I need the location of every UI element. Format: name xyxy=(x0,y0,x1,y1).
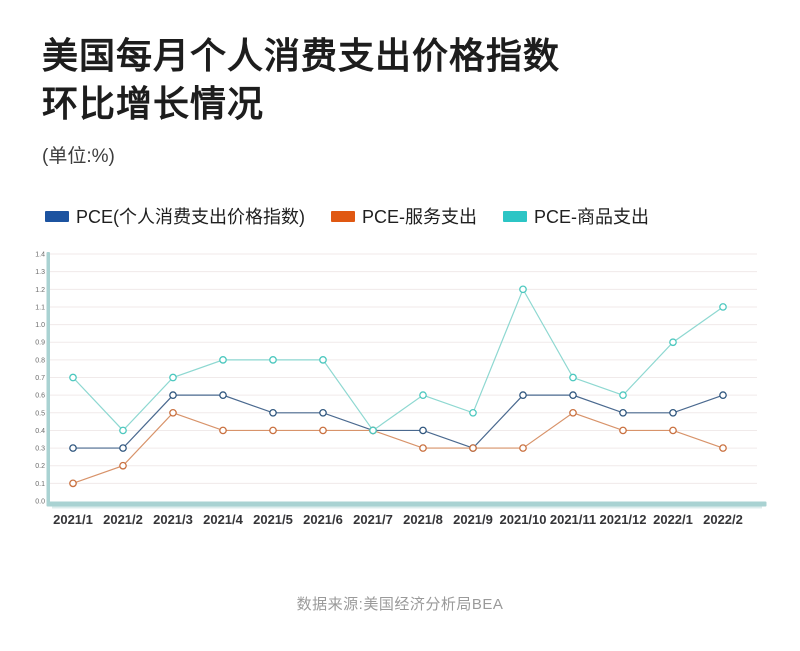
legend-item-pce-services: PCE-服务支出 xyxy=(331,203,477,229)
unit-label: (单位:%) xyxy=(42,146,115,167)
svg-text:2021/7: 2021/7 xyxy=(353,512,393,527)
chart-area: 0.0 0.1 0.2 0.3 0.4 0.5 0.6 0.7 0.8 0.9 1.0 1.1 1.2 1… xyxy=(30,248,770,538)
svg-text:2021/12: 2021/12 xyxy=(600,512,647,527)
data-source-caption: 数据来源:美国经济分析局BEA xyxy=(296,596,504,613)
svg-text:2022/2: 2022/2 xyxy=(703,512,743,527)
svg-text:0.9: 0.9 xyxy=(35,340,45,347)
svg-text:0.6: 0.6 xyxy=(35,393,45,400)
svg-text:2021/2: 2021/2 xyxy=(103,512,143,527)
svg-text:2021/1: 2021/1 xyxy=(53,512,93,527)
svg-text:2021/3: 2021/3 xyxy=(153,512,193,527)
pce-line-chart: 0.0 0.1 0.2 0.3 0.4 0.5 0.6 0.7 0.8 0.9 1.0 1.1 1.2 1… xyxy=(35,252,767,527)
svg-text:0.1: 0.1 xyxy=(35,481,45,488)
legend-swatch-pce-services xyxy=(331,210,355,222)
svg-text:2021/11: 2021/11 xyxy=(550,512,596,527)
chart-legend: PCE(个人消费支出价格指数) PCE-服务支出 PCE-商品支出 xyxy=(45,203,649,229)
legend-label-pce: PCE(个人消费支出价格指数) xyxy=(76,207,305,227)
svg-text:1.2: 1.2 xyxy=(35,287,45,294)
page-title-line1: 美国每月个人消费支出价格指数 xyxy=(42,35,561,76)
svg-text:2021/9: 2021/9 xyxy=(453,512,493,527)
svg-text:2021/5: 2021/5 xyxy=(253,512,293,527)
svg-text:2021/4: 2021/4 xyxy=(203,512,244,527)
svg-text:2021/6: 2021/6 xyxy=(303,512,343,527)
page-title-line2: 环比增长情况 xyxy=(42,82,265,124)
svg-text:1.3: 1.3 xyxy=(35,269,45,276)
svg-text:0.2: 0.2 xyxy=(35,463,45,470)
page-title: 美国每月个人消费支出价格指数 环比增长情况 xyxy=(42,32,560,127)
svg-text:1.1: 1.1 xyxy=(35,304,45,311)
svg-text:2022/1: 2022/1 xyxy=(653,512,693,527)
svg-text:2021/10: 2021/10 xyxy=(500,512,547,527)
legend-item-pce-goods: PCE-商品支出 xyxy=(503,203,649,229)
svg-text:0.3: 0.3 xyxy=(35,446,45,453)
svg-text:0.5: 0.5 xyxy=(35,410,45,417)
svg-text:0.7: 0.7 xyxy=(35,375,45,382)
legend-label-pce-goods: PCE-商品支出 xyxy=(534,207,650,227)
svg-text:2021/8: 2021/8 xyxy=(403,512,443,527)
svg-text:1.4: 1.4 xyxy=(35,252,45,259)
svg-text:0.0: 0.0 xyxy=(35,499,45,506)
svg-text:0.8: 0.8 xyxy=(35,357,45,364)
svg-text:1.0: 1.0 xyxy=(35,322,45,329)
legend-label-pce-services: PCE-服务支出 xyxy=(362,207,478,227)
legend-item-pce: PCE(个人消费支出价格指数) xyxy=(45,203,305,229)
legend-swatch-pce-goods xyxy=(503,210,528,222)
svg-text:0.4: 0.4 xyxy=(35,428,45,435)
legend-swatch-pce xyxy=(45,210,69,222)
